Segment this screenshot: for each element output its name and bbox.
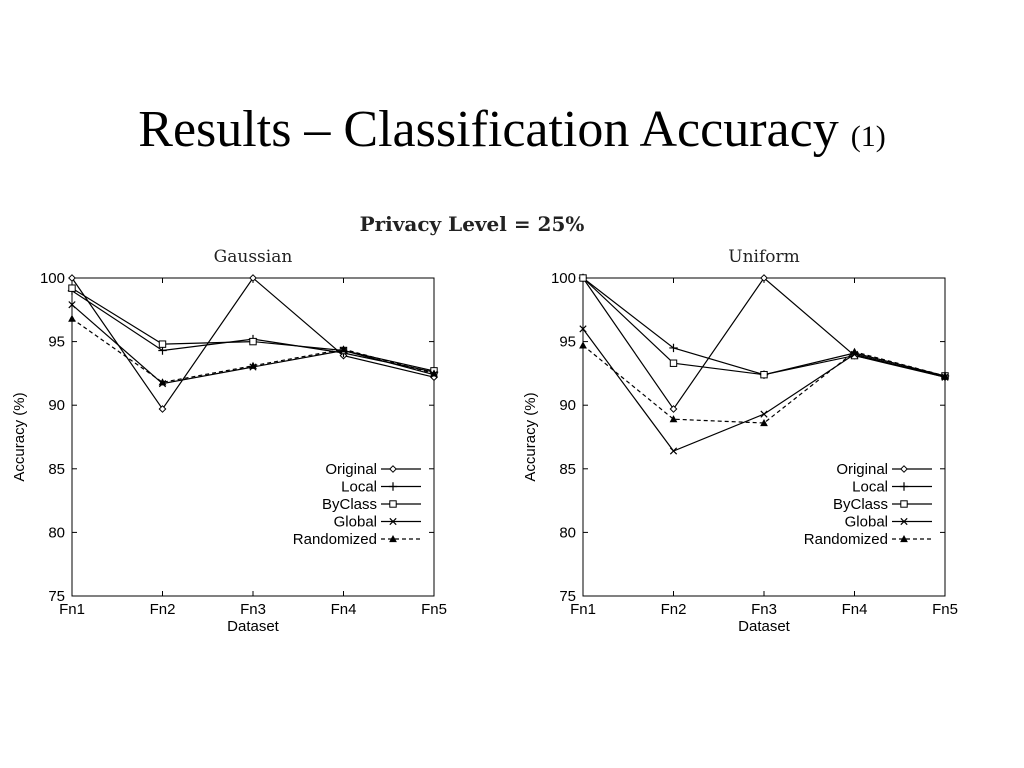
- legend-marker-local: [899, 482, 909, 491]
- y-tick-label: 100: [40, 270, 65, 287]
- y-tick-label: 90: [48, 397, 65, 414]
- data-point-original: [669, 405, 678, 413]
- data-point-byclass: [249, 337, 257, 346]
- series-line-original: [582, 277, 946, 411]
- x-tick-label: Fn5: [421, 601, 447, 618]
- legend-label-randomized: Randomized: [804, 531, 888, 548]
- data-point-randomized: [68, 314, 76, 322]
- data-point-randomized: [579, 341, 587, 349]
- legend-label-byclass: ByClass: [833, 496, 888, 513]
- x-tick-label: Fn3: [751, 601, 777, 618]
- legend-marker-randomized: [389, 534, 397, 543]
- data-point-original: [68, 274, 76, 282]
- series-global: [579, 325, 949, 455]
- slide-title: Results – Classification Accuracy (1): [0, 100, 1024, 159]
- data-point-global: [579, 325, 587, 333]
- data-point-original: [760, 274, 768, 282]
- legend-marker-original: [900, 465, 908, 473]
- y-tick-label: 75: [559, 588, 576, 605]
- x-axis-label: Dataset: [227, 618, 280, 635]
- data-point-randomized: [430, 369, 438, 377]
- series-line-randomized: [582, 344, 946, 424]
- x-tick-label: Fn5: [932, 601, 958, 618]
- series-randomized: [579, 341, 949, 427]
- data-point-randomized: [158, 378, 167, 386]
- data-point-byclass: [579, 274, 587, 282]
- x-tick-label: Fn2: [150, 601, 176, 618]
- data-point-global: [669, 447, 678, 455]
- data-point-byclass: [68, 284, 76, 292]
- legend-label-randomized: Randomized: [293, 531, 377, 548]
- legend-label-byclass: ByClass: [322, 496, 377, 513]
- data-point-randomized: [339, 345, 348, 353]
- x-tick-label: Fn4: [842, 601, 868, 618]
- legend-label-local: Local: [341, 479, 377, 496]
- y-tick-label: 75: [48, 588, 65, 605]
- legend-label-global: Global: [845, 514, 888, 531]
- legend-marker-byclass: [389, 500, 397, 508]
- legend-marker-original: [389, 465, 397, 473]
- data-point-global: [760, 410, 768, 418]
- data-point-randomized: [249, 361, 257, 369]
- series-randomized: [68, 314, 438, 386]
- legend-label-global: Global: [334, 514, 377, 531]
- chart-gaussian: Gaussian 75 80 85 90 95 100 Fn1 Fn2 Fn3 Fn4 Fn5 Data…: [11, 247, 447, 635]
- legend-marker-local: [388, 482, 398, 491]
- data-point-original: [249, 274, 257, 282]
- y-tick-label: 90: [559, 397, 576, 414]
- data-point-byclass: [760, 370, 768, 379]
- y-tick-label: 85: [559, 461, 576, 478]
- slide-title-suffix: (1): [850, 120, 886, 153]
- data-point-randomized: [669, 415, 678, 423]
- series-original: [579, 274, 949, 413]
- series-original: [68, 274, 438, 413]
- data-point-local: [669, 343, 678, 353]
- legend-marker-global: [900, 517, 908, 526]
- y-tick-label: 95: [559, 334, 576, 351]
- y-tick-label: 85: [48, 461, 65, 478]
- x-tick-label: Fn2: [661, 601, 687, 618]
- plot-frame: [71, 277, 435, 597]
- slide-title-main: Results – Classification Accuracy: [138, 101, 839, 158]
- chart-suptitle: Privacy Level = 25%: [359, 212, 585, 236]
- chart-uniform: Uniform 75 80 85 90 95 100 Fn1 Fn2 Fn3 Fn4 Fn5 Datas…: [522, 247, 958, 635]
- x-tick-label: Fn1: [59, 601, 85, 618]
- y-tick-label: 100: [551, 270, 576, 287]
- legend-label-original: Original: [325, 461, 377, 478]
- data-point-randomized: [941, 371, 949, 380]
- data-point-randomized: [850, 347, 859, 355]
- legend-marker-byclass: [900, 500, 908, 508]
- data-point-byclass: [158, 340, 167, 348]
- panel-title: Gaussian: [214, 247, 293, 267]
- data-point-global: [68, 301, 76, 309]
- data-point-byclass: [669, 359, 678, 367]
- y-tick-label: 80: [48, 524, 65, 541]
- legend-label-local: Local: [852, 479, 888, 496]
- data-point-randomized: [760, 418, 768, 427]
- plot-frame: [582, 277, 946, 597]
- data-point-original: [158, 405, 167, 413]
- y-axis-label: Accuracy (%): [11, 392, 28, 481]
- panel-title: Uniform: [728, 247, 800, 267]
- y-tick-label: 95: [48, 334, 65, 351]
- y-axis-label: Accuracy (%): [522, 392, 539, 481]
- legend-marker-randomized: [900, 534, 908, 543]
- y-tick-label: 80: [559, 524, 576, 541]
- x-tick-label: Fn1: [570, 601, 596, 618]
- x-axis-label: Dataset: [738, 618, 791, 635]
- series-line-randomized: [71, 318, 435, 383]
- x-tick-label: Fn3: [240, 601, 266, 618]
- legend-marker-global: [389, 517, 397, 526]
- x-tick-label: Fn4: [331, 601, 357, 618]
- legend-label-original: Original: [836, 461, 888, 478]
